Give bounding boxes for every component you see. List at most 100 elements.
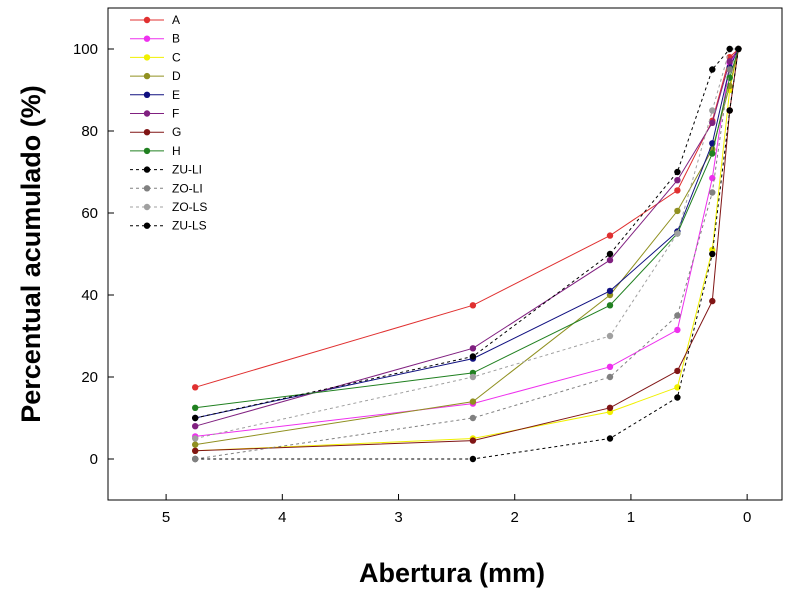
data-point	[192, 441, 199, 448]
y-tick-label: 0	[90, 451, 98, 468]
series-zo-li	[192, 45, 742, 463]
legend-swatch-marker	[143, 203, 151, 211]
data-point	[709, 297, 716, 305]
legend-label: B	[172, 32, 180, 46]
plot-frame	[107, 7, 783, 501]
data-point	[606, 332, 614, 340]
data-point	[726, 45, 733, 53]
legend-label: ZO-LS	[172, 200, 207, 214]
legend-item-zo-li: ZO-LI	[130, 181, 203, 195]
x-tick-label: 2	[511, 509, 519, 526]
data-point	[469, 414, 477, 422]
legend-item-zu-ls: ZU-LS	[130, 219, 207, 233]
legend-label: C	[172, 50, 181, 64]
data-point	[606, 250, 614, 258]
y-axis: 0 20 40 60 80 100	[73, 41, 114, 468]
data-point	[726, 107, 733, 114]
legend-item-d: D	[130, 69, 181, 83]
legend-swatch-marker	[143, 129, 151, 136]
data-point	[606, 373, 614, 381]
data-point	[735, 45, 742, 53]
data-point	[674, 367, 681, 375]
data-point	[674, 168, 681, 176]
series-line-d	[195, 48, 739, 446]
data-point	[606, 435, 614, 442]
series-g	[192, 45, 742, 454]
legend-swatch-marker	[143, 185, 151, 192]
data-point	[192, 384, 199, 391]
legend-item-e: E	[130, 88, 180, 102]
data-point	[192, 435, 199, 442]
data-point	[726, 58, 733, 65]
legend-swatch-marker	[143, 35, 151, 42]
data-point	[726, 66, 733, 73]
series-line-f	[195, 48, 739, 427]
x-tick-label: 4	[278, 509, 286, 526]
data-point	[606, 363, 614, 370]
legend-item-a: A	[130, 13, 180, 27]
y-tick-label: 20	[81, 369, 98, 386]
data-point	[469, 398, 477, 405]
series-line-a	[195, 48, 739, 388]
legend-item-b: B	[130, 32, 180, 46]
legend-swatch-marker	[143, 91, 151, 99]
data-point	[709, 107, 716, 114]
y-tick-label: 80	[81, 123, 98, 140]
legend-label: H	[172, 144, 181, 158]
legend-swatch-marker	[143, 54, 151, 61]
data-point	[674, 207, 681, 215]
data-point	[674, 394, 681, 401]
data-point	[192, 404, 199, 411]
data-point	[469, 373, 477, 381]
data-point	[606, 287, 614, 295]
legend-label: G	[172, 125, 181, 139]
legend-swatch-marker	[143, 166, 151, 173]
series-zu-ls	[192, 45, 742, 422]
legend-label: ZU-LS	[172, 219, 207, 233]
data-point	[709, 250, 716, 258]
x-axis-title: Abertura (mm)	[359, 558, 545, 588]
data-point	[606, 404, 614, 411]
series-layer	[192, 45, 742, 463]
x-tick-label: 0	[743, 509, 751, 526]
series-line-e	[195, 48, 739, 419]
legend-item-zo-ls: ZO-LS	[130, 200, 207, 214]
legend-label: A	[172, 13, 180, 27]
data-point	[192, 447, 199, 454]
legend-swatch-marker	[143, 222, 151, 229]
legend-swatch-marker	[143, 72, 151, 80]
data-point	[674, 187, 681, 194]
data-point	[709, 174, 716, 182]
data-point	[192, 455, 199, 463]
series-f	[192, 45, 742, 430]
x-tick-label: 5	[162, 509, 170, 526]
data-point	[674, 230, 681, 237]
data-point	[606, 256, 614, 264]
legend-item-h: H	[130, 144, 181, 158]
legend-item-zu-li: ZU-LI	[130, 163, 202, 177]
legend-label: F	[172, 107, 179, 121]
legend-label: E	[172, 88, 180, 102]
data-point	[709, 150, 716, 157]
legend-swatch-marker	[143, 110, 151, 117]
data-point	[192, 414, 199, 422]
y-tick-label: 100	[73, 41, 98, 58]
legend-label: D	[172, 69, 181, 83]
data-point	[469, 437, 477, 444]
data-point	[674, 312, 681, 319]
data-point	[606, 302, 614, 309]
data-point	[469, 455, 477, 463]
data-point	[192, 423, 199, 430]
x-axis: 5 4 3 2 1 0	[162, 494, 751, 526]
legend-label: ZU-LI	[172, 163, 202, 177]
series-h	[192, 45, 742, 411]
data-point	[674, 326, 681, 334]
x-tick-label: 3	[394, 509, 402, 526]
series-line-zu-ls	[195, 48, 739, 419]
series-a	[192, 45, 742, 391]
series-line-zo-ls	[195, 48, 739, 439]
data-point	[469, 345, 477, 352]
data-point	[674, 384, 681, 391]
